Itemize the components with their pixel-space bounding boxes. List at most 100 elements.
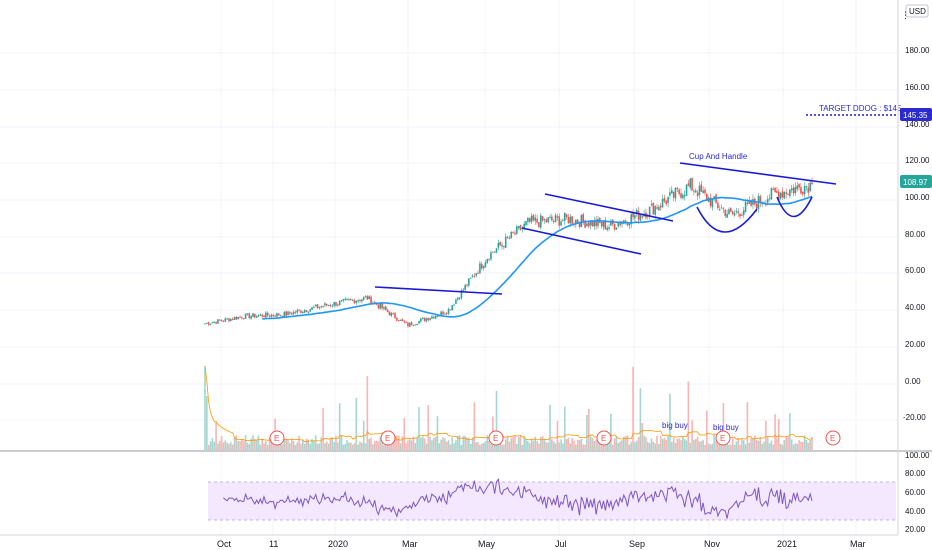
candle-body <box>241 317 243 319</box>
candle-body <box>733 213 736 216</box>
volume-bar <box>744 444 747 450</box>
target-price-text: 145.35 <box>903 111 928 120</box>
channel-lower <box>521 227 642 255</box>
candle-body <box>665 200 668 205</box>
candle-body <box>543 219 546 221</box>
volume-bar <box>209 441 212 450</box>
candle-body <box>534 217 537 221</box>
candle-body <box>501 245 503 247</box>
candle-body <box>403 321 406 323</box>
volume-bar <box>643 435 645 450</box>
candle-body <box>207 322 210 325</box>
volume-bar <box>495 391 498 450</box>
candle-body <box>685 184 688 196</box>
candle-body <box>379 303 382 309</box>
cup-handle-annotation: Cup And Handle <box>689 152 748 161</box>
volume-bar <box>311 439 313 450</box>
volume-bar <box>289 443 291 450</box>
volume-bar <box>599 443 601 450</box>
candle-body <box>237 317 240 319</box>
candle-body <box>230 318 232 321</box>
volume-bar <box>554 443 557 450</box>
volume-bar <box>475 442 478 450</box>
candle-body <box>659 205 662 208</box>
time-scale[interactable]: Oct 11 2020 Mar May Jul Sep Nov 2021 Mar <box>217 539 866 549</box>
candle-body <box>322 305 324 307</box>
volume-bar <box>252 435 254 450</box>
volume-bar <box>331 437 334 450</box>
candle-body <box>750 199 752 206</box>
volume-bar <box>637 436 640 450</box>
candle-body <box>787 193 789 195</box>
volume-bar <box>388 443 391 450</box>
volume-bar <box>765 420 767 450</box>
x-tick-nov: Nov <box>704 539 721 549</box>
candle-body <box>458 298 461 300</box>
candle-body <box>682 194 684 199</box>
volume-bar <box>576 440 579 450</box>
volume-bar <box>303 443 306 450</box>
y-tick-100: 100.00 <box>905 193 930 202</box>
volume-bar <box>361 442 363 450</box>
candle-body <box>654 206 656 215</box>
volume-ma-line <box>204 366 813 443</box>
candle-body <box>746 202 749 204</box>
volume-bar <box>242 441 245 450</box>
candle-body <box>613 223 616 230</box>
candle-body <box>217 319 219 324</box>
menu-dots-icon[interactable]: ⋮ <box>901 11 910 21</box>
candle-body <box>420 318 422 322</box>
candle-body <box>464 285 466 290</box>
volume-bar <box>798 439 800 450</box>
candle-body <box>532 214 535 221</box>
volume-bar <box>324 443 326 450</box>
volume-bar <box>301 439 304 450</box>
volume-bar <box>530 438 533 450</box>
candle-body <box>656 207 658 209</box>
volume-bar <box>423 438 426 450</box>
x-tick-may: May <box>478 539 496 549</box>
volume-bar <box>558 442 561 450</box>
volume-bar <box>658 444 660 450</box>
rsi-scale[interactable]: 100.00 80.00 60.00 40.00 20.00 <box>905 451 930 534</box>
volume-bar <box>449 444 452 450</box>
volume-bar <box>682 436 684 450</box>
volume-bar <box>715 440 717 450</box>
volume-bar <box>560 439 562 450</box>
candle-body <box>218 319 221 321</box>
volume-bar <box>621 440 623 450</box>
volume-bar <box>733 444 736 450</box>
candle-body <box>475 273 478 276</box>
volume-bar <box>776 438 778 450</box>
candle-body <box>469 277 472 279</box>
candle-body <box>290 313 293 315</box>
volume-bar <box>527 440 529 450</box>
candle-body <box>261 314 263 317</box>
candle-body <box>462 289 465 291</box>
price-scale[interactable]: 180.00 160.00 140.00 120.00 100.00 80.00… <box>903 46 930 422</box>
candle-body <box>503 246 505 248</box>
volume-bar <box>552 441 555 450</box>
earnings-marker-3 <box>596 430 612 446</box>
volume-bar <box>573 440 575 450</box>
candle-body <box>311 307 313 310</box>
candle-body <box>270 314 273 317</box>
candle-body <box>706 193 708 201</box>
candle-body <box>235 316 238 320</box>
volume-bar <box>521 444 524 450</box>
candle-body <box>410 322 413 326</box>
volume-bar <box>482 443 485 450</box>
volume-bar <box>335 435 337 450</box>
candle-body <box>595 219 597 227</box>
candle-body <box>580 215 583 228</box>
candle-body <box>338 300 341 306</box>
volume-bar <box>349 442 352 450</box>
pattern-drawings[interactable] <box>374 114 898 295</box>
candle-body <box>274 315 276 317</box>
candle-body <box>361 299 363 302</box>
currency-button[interactable] <box>905 4 929 18</box>
candle-body <box>349 299 352 301</box>
candle-body <box>268 315 271 317</box>
